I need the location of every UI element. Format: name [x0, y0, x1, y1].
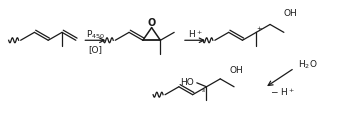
- Text: H$^+$: H$^+$: [188, 28, 202, 40]
- Text: OH: OH: [284, 9, 298, 18]
- Text: s: s: [202, 88, 205, 93]
- Text: HO: HO: [180, 78, 194, 87]
- Text: [O]: [O]: [88, 45, 102, 54]
- Text: OH: OH: [229, 66, 243, 75]
- Text: H$_2$O: H$_2$O: [298, 59, 317, 71]
- Text: $^+$: $^+$: [255, 26, 263, 36]
- Text: O: O: [147, 18, 156, 28]
- Text: P$_{450}$: P$_{450}$: [86, 28, 105, 41]
- Text: $-$ H$^+$: $-$ H$^+$: [269, 86, 295, 98]
